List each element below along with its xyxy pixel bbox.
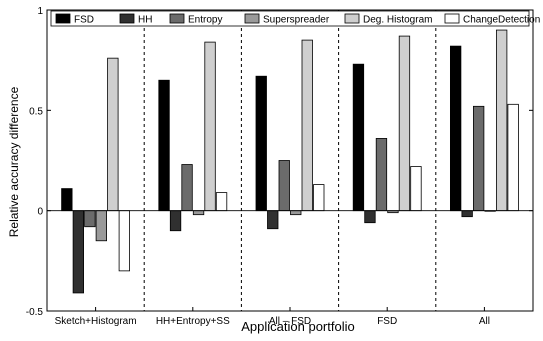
- legend-label: Entropy: [188, 15, 222, 26]
- x-tick-label: FSD: [377, 316, 397, 327]
- bar-deg-histogram: [398, 35, 411, 212]
- bar-fsd: [352, 63, 365, 212]
- bar-superspreader: [192, 210, 205, 216]
- bar-deg-histogram: [495, 29, 508, 212]
- y-tick-label: 0: [37, 207, 43, 218]
- bar-fsd: [158, 79, 170, 212]
- bar-deg-histogram: [204, 41, 216, 212]
- legend-label: Superspreader: [263, 15, 330, 26]
- bar-entropy: [375, 138, 388, 212]
- bar-changedetection: [313, 184, 325, 212]
- bar-changedetection: [215, 192, 228, 212]
- legend-swatch: [119, 13, 135, 24]
- bar-fsd: [449, 45, 462, 212]
- bar-changedetection: [507, 103, 519, 212]
- legend-label: FSD: [74, 15, 94, 26]
- bar-changedetection: [410, 166, 422, 212]
- bar-entropy: [472, 105, 485, 212]
- legend: FSD HH Entropy Superspreader Deg. Histogram C…: [50, 10, 540, 27]
- legend-label: HH: [138, 15, 152, 26]
- bar-hh: [364, 210, 376, 224]
- bar-entropy: [181, 164, 193, 212]
- x-tick-label: All: [479, 316, 490, 327]
- bar-hh: [169, 210, 182, 232]
- legend-swatch: [55, 13, 71, 24]
- y-tick-label: 0.5: [29, 106, 43, 117]
- bar-hh: [461, 210, 473, 218]
- bar-fsd: [61, 188, 73, 212]
- bar-superspreader: [95, 210, 107, 242]
- x-tick-label: HH+Entropy+SS: [156, 316, 230, 327]
- y-tick-label: -0.5: [26, 307, 44, 318]
- legend-label: ChangeDetection: [463, 15, 540, 26]
- legend-swatch: [344, 13, 360, 24]
- legend-swatch: [169, 13, 185, 24]
- bar-deg-histogram: [301, 39, 313, 212]
- legend-label: Deg. Histogram: [363, 15, 432, 26]
- legend-swatch: [244, 13, 260, 24]
- x-tick-label: Sketch+Histogram: [55, 316, 137, 327]
- x-tick-label: All – FSD: [269, 316, 311, 327]
- x-axis-label: Application portfolio: [241, 319, 354, 334]
- y-tick-label: 1: [37, 6, 43, 17]
- axes-frame: [46, 9, 534, 312]
- plot-area: Sketch+Histogram HH+Entropy+SS All – FSD FS…: [26, 6, 534, 327]
- legend-swatch: [444, 13, 460, 24]
- bar-deg-histogram: [107, 57, 119, 212]
- bar-changedetection: [118, 210, 130, 272]
- bar-entropy: [278, 160, 290, 212]
- bar-entropy: [84, 210, 96, 228]
- bar-hh: [267, 210, 279, 230]
- y-axis-label: Relative accuracy difference: [7, 86, 21, 237]
- bar-hh: [72, 210, 84, 294]
- bar-fsd: [255, 75, 267, 212]
- bar-superspreader: [290, 210, 302, 216]
